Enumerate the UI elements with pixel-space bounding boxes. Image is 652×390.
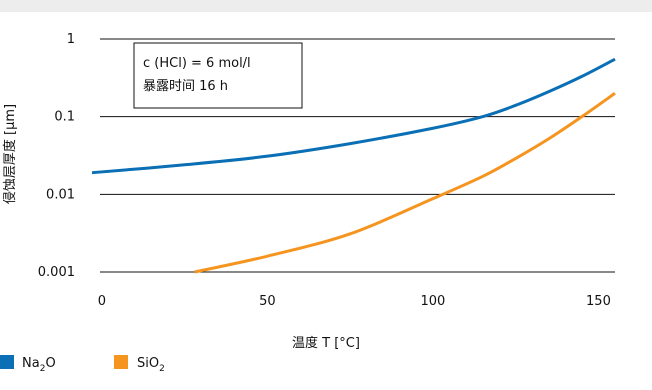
legend-swatch-na2o [0, 355, 14, 369]
legend-item-na2o: Na2O [0, 355, 56, 374]
y-tick-label: 1 [67, 32, 75, 47]
x-tick-label: 100 [421, 294, 446, 309]
legend-label-na2o-rest: O [45, 356, 55, 371]
legend-label-sio2-base: SiO [137, 356, 159, 371]
x-axis-title: 温度 T [°C] [292, 335, 360, 351]
annotation-line-2: 暴露时间 16 h [143, 79, 228, 94]
y-axis-title: 侵蚀层厚度 [µm] [2, 104, 18, 204]
series-line-na2o [91, 57, 616, 175]
legend-label-sio2-sub: 2 [159, 364, 165, 374]
tick-layer: 0.001 0.01 0.1 1 0 50 100 150 [38, 32, 611, 309]
legend-label-na2o-sub: 2 [40, 364, 46, 374]
annotation-border [133, 42, 303, 109]
grid-layer [100, 38, 615, 273]
legend: Na2O SiO2 [0, 355, 165, 374]
top-strip [0, 0, 652, 12]
series-layer [91, 57, 616, 274]
annotation-box: c (HCl) = 6 mol/l 暴露时间 16 h [133, 42, 303, 109]
legend-swatch-sio2 [114, 355, 128, 369]
y-tick-label: 0.001 [38, 265, 75, 280]
legend-item-sio2: SiO2 [114, 355, 165, 374]
x-tick-label: 0 [98, 294, 106, 309]
series-line-sio2 [194, 92, 616, 274]
legend-label-sio2: SiO2 [137, 356, 165, 374]
y-tick-label: 0.01 [46, 187, 75, 202]
annotation-line-1: c (HCl) = 6 mol/l [143, 56, 251, 71]
x-tick-label: 50 [259, 294, 276, 309]
legend-label-na2o-base: Na [22, 356, 40, 371]
x-tick-label: 150 [586, 294, 611, 309]
legend-label-na2o: Na2O [22, 356, 56, 374]
y-tick-label: 0.1 [54, 110, 75, 125]
